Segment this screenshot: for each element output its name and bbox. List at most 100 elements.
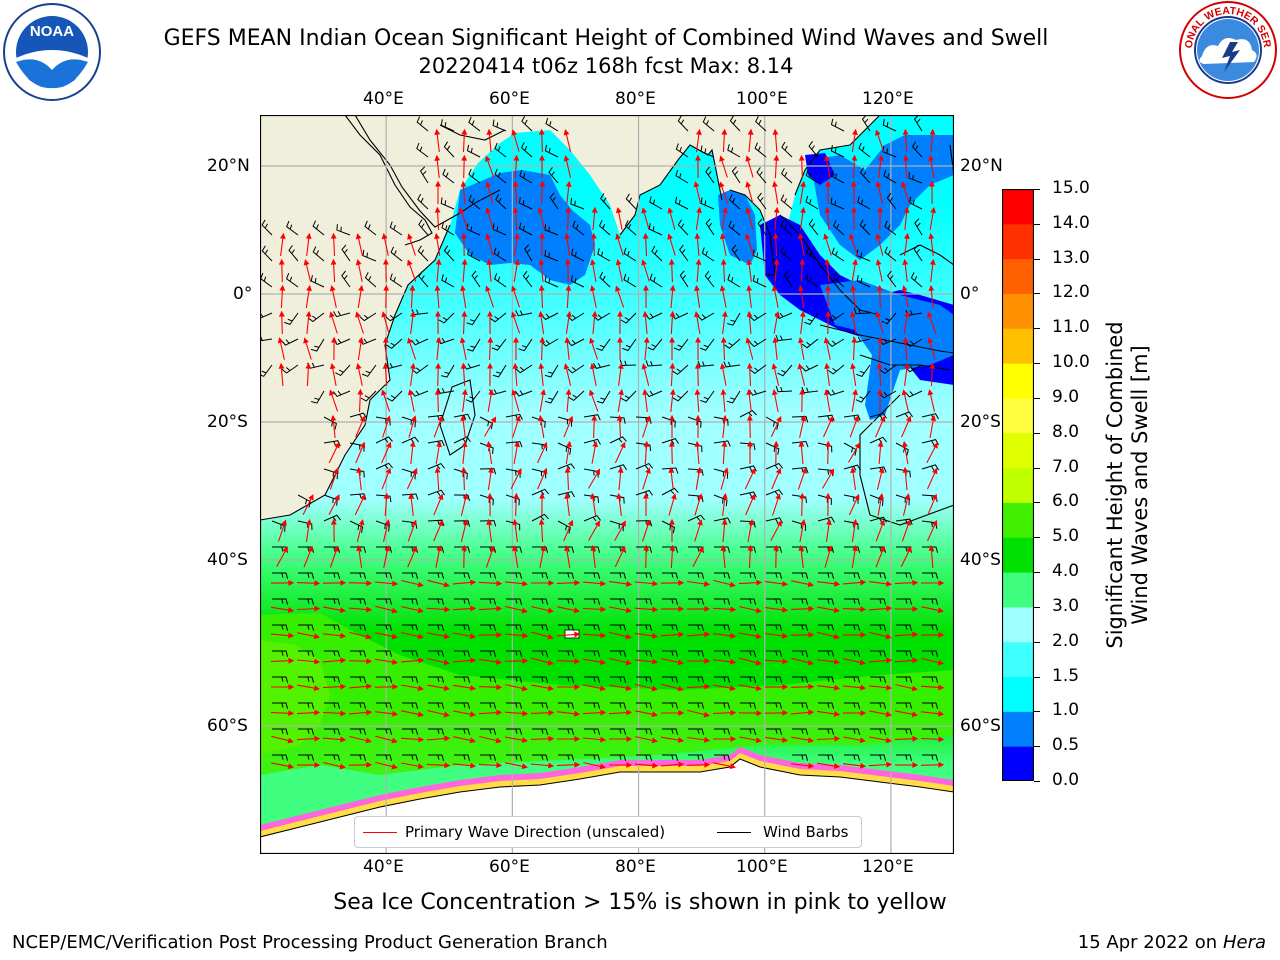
wave-direction-arrowhead [798,284,804,292]
wave-direction-arrowhead [567,415,574,423]
wave-direction-arrowhead [496,762,503,769]
wave-direction-arrowhead [875,259,882,266]
wave-direction-arrowhead [547,633,554,640]
wave-direction-arrowhead [808,683,815,690]
wave-direction-arrowhead [642,388,649,395]
wave-direction-arrowhead [694,232,701,239]
wind-barb [713,494,728,507]
wave-direction-arrowhead [366,658,373,665]
wave-direction-arrowhead [719,181,725,188]
wind-barb [808,218,819,236]
wave-direction-arrowhead [878,493,884,500]
wind-barb [428,572,445,579]
wave-direction-arrowhead [938,632,945,638]
wind-barb [597,248,611,262]
wave-direction-arrowhead [410,415,417,422]
wind-barb [281,364,299,374]
colorbar-swatch [1002,328,1034,364]
wind-barb [780,194,793,210]
wind-barb [827,312,845,322]
wind-barb [728,194,741,210]
wave-direction-arrowhead [385,441,392,449]
wave-direction-arrowhead [670,493,677,500]
wave-direction-arrowhead [902,466,909,473]
colorbar-swatch [1002,293,1034,329]
wind-barb [288,245,299,262]
wind-barb [271,520,286,532]
wave-direction-arrowhead [513,154,520,161]
wave-direction-arrowhead [381,389,387,396]
wind-barb [826,389,845,396]
wind-barb [661,520,676,534]
wave-direction-arrowhead [435,258,442,265]
wave-direction-arrowhead [698,546,704,553]
wave-direction-arrowhead [853,415,859,422]
wave-direction-arrowhead [800,206,806,214]
wind-barb [549,192,559,210]
wave-direction-arrowhead [287,763,294,770]
wave-direction-arrowhead [600,632,607,639]
wind-barb [879,364,897,375]
wave-direction-arrowhead [677,659,684,666]
wind-barb [896,728,913,735]
wind-barb [895,442,909,456]
wave-direction-arrowhead [615,233,621,240]
wave-direction-arrowhead [797,233,804,240]
wave-direction-arrowhead [522,632,529,639]
wave-direction-arrowhead [928,284,935,291]
wind-barb [558,598,575,605]
wind-barb [350,728,367,735]
wave-direction-arrowhead [798,154,805,161]
wave-direction-arrowhead [828,468,835,475]
wind-barb [661,416,676,428]
wave-direction-arrowhead [746,414,753,421]
wave-direction-arrowhead [879,519,885,526]
wind-barb [532,702,549,709]
wave-direction-arrowhead [279,284,286,291]
wave-direction-arrowhead [927,311,933,318]
wave-direction-arrowhead [313,685,320,691]
wave-direction-arrowhead [850,466,857,474]
wave-direction-arrowhead [617,336,623,343]
wave-direction-arrowhead [333,467,339,474]
wave-direction-arrowhead [547,685,554,691]
wind-barb [454,598,471,605]
wave-direction-arrowhead [704,631,711,638]
wind-barb [688,650,705,657]
wind-barb [914,218,923,236]
wave-direction-arrowhead [730,735,737,742]
wave-direction-arrowhead [462,493,469,500]
wave-direction-arrowhead [773,154,780,161]
colorbar-swatch [1002,676,1034,712]
lon-tick-top-80e: 80°E [615,89,656,109]
wind-barb [286,220,299,236]
wave-direction-arrowhead [704,736,711,743]
wind-barb [625,193,637,210]
wave-direction-arrowhead [618,388,624,396]
wind-barb [402,572,419,579]
wind-barb [688,572,705,579]
wave-direction-arrowhead [652,606,659,613]
wave-direction-arrowhead [574,735,581,742]
wave-direction-arrowhead [834,658,841,665]
wave-direction-arrowhead [385,415,391,422]
wind-barb [558,624,575,631]
wave-direction-arrowhead [407,337,413,344]
wave-direction-arrowhead [547,607,554,614]
wave-direction-arrowhead [782,632,789,639]
wind-barb [700,145,715,158]
wave-direction-arrowhead [496,605,503,612]
wind-barb [649,196,663,210]
wave-direction-arrowhead [490,416,497,423]
wave-direction-arrowhead [886,580,893,587]
wind-barb [584,598,601,605]
wave-direction-arrowhead [901,285,908,292]
wave-direction-arrowhead [356,466,363,473]
wave-direction-arrowhead [365,737,372,744]
wave-direction-arrowhead [927,389,934,396]
wave-direction-arrowhead [314,709,321,716]
wind-barb [757,192,767,210]
wind-barb [557,442,572,455]
wind-barb [870,754,887,761]
wind-barb [375,520,390,532]
